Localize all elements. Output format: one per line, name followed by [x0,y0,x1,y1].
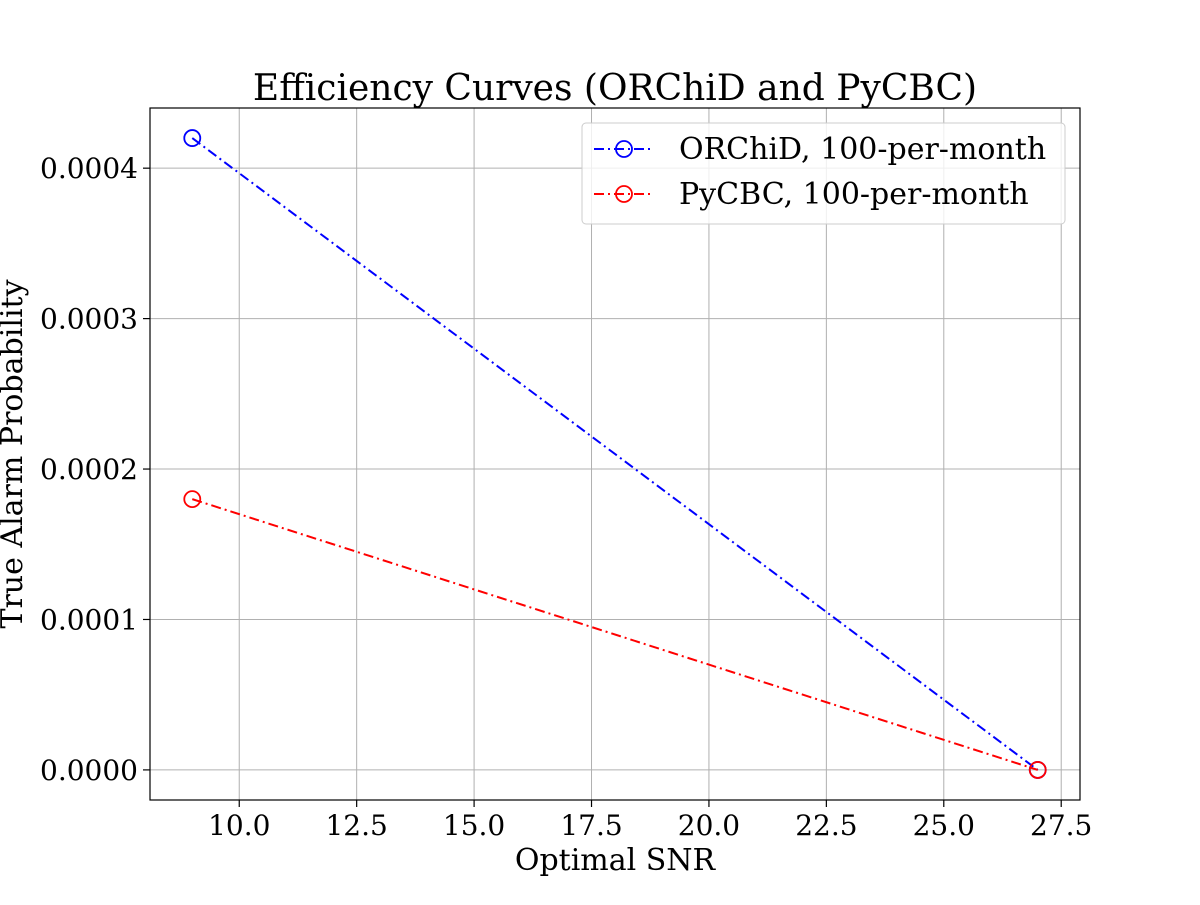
x-tick-label: 25.0 [913,809,975,842]
data-point-marker [183,129,202,147]
x-tick-label: 20.0 [678,809,740,842]
y-tick-label: 0.0004 [40,152,138,185]
y-tick-label: 0.0001 [40,603,138,636]
x-tick-label: 12.5 [325,809,387,842]
y-tick-label: 0.0002 [40,453,138,486]
chart-title: Efficiency Curves (ORChiD and PyCBC) [253,68,977,109]
x-tick-label: 10.0 [208,809,270,842]
plot-frame [149,107,1081,801]
data-point-marker [1028,761,1047,779]
legend-label: ORChiD, 100-per-month [679,132,1046,167]
legend-box [581,122,1066,225]
y-tick-label: 0.0000 [40,754,138,787]
data-point-marker [183,490,202,509]
x-axis-label: Optimal SNR [515,843,717,878]
series-line [191,137,1039,771]
x-tick-label: 22.5 [795,809,857,842]
series-line [191,498,1039,771]
legend-marker-swatch [615,185,633,203]
y-axis-label: True Alarm Probability [0,279,30,628]
series-layer [183,129,1047,779]
x-tick-label: 15.0 [443,809,505,842]
tick-layer: 10.0 12.5 15.0 17.5 20.0 22.5 25.0 27.5 0.0000 0.… [40,152,1092,842]
x-tick-label: 27.5 [1030,809,1092,842]
y-tick-label: 0.0003 [40,303,138,336]
legend-marker-swatch [615,140,633,158]
legend: ORChiD, 100-per-month PyCBC, 100-per-mont… [581,122,1066,225]
x-tick-label: 17.5 [560,809,622,842]
legend-label: PyCBC, 100-per-month [679,177,1029,212]
